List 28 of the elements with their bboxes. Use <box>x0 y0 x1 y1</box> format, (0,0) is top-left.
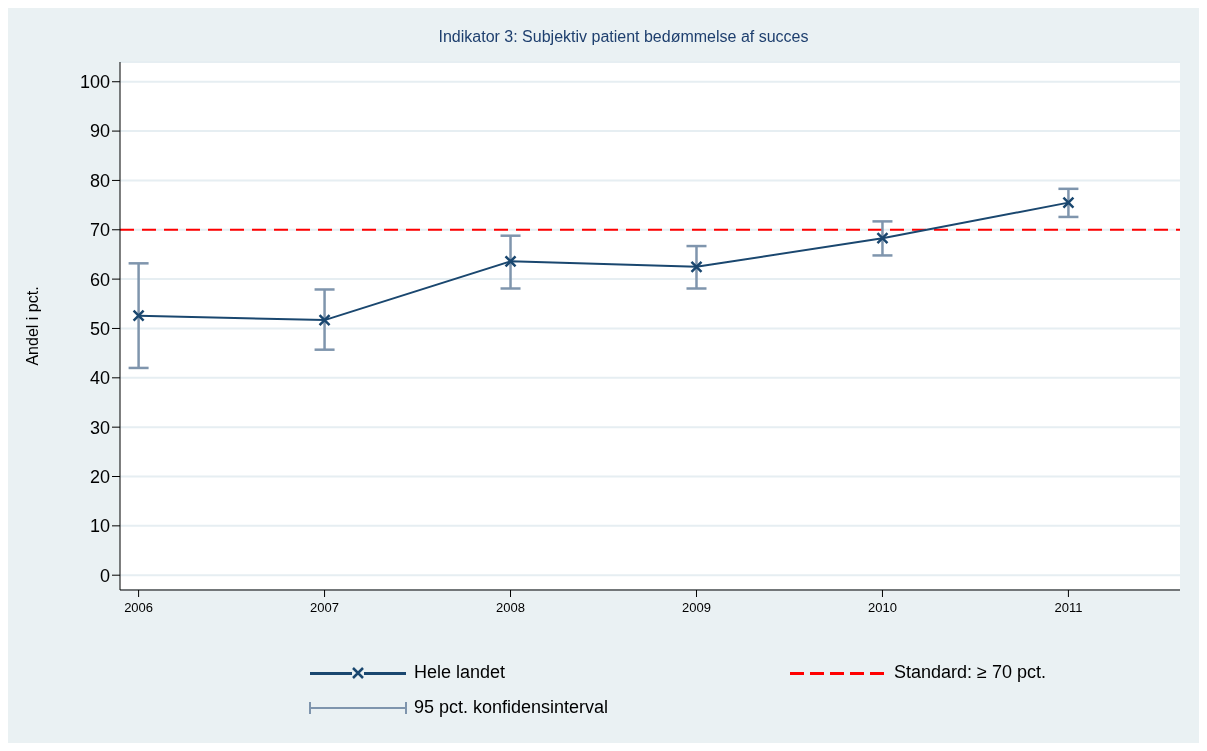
legend-label: Hele landet <box>414 662 506 683</box>
point <box>690 260 703 274</box>
y-tick-label: 70 <box>89 220 110 241</box>
x-tick-label: 2008 <box>496 600 525 616</box>
point <box>318 313 331 327</box>
y-tick-label: 20 <box>89 466 110 487</box>
x-tick-label: 2006 <box>124 600 154 616</box>
y-tick-label: 90 <box>89 121 110 142</box>
point <box>504 255 517 268</box>
x-tick-label: 2007 <box>310 600 340 616</box>
y-tick-label: 50 <box>89 318 110 339</box>
y-tick-label: 40 <box>89 368 110 389</box>
x-tick-label: 2011 <box>1054 600 1083 616</box>
point <box>1062 196 1075 209</box>
y-tick-label: 80 <box>89 170 110 191</box>
point <box>132 309 145 322</box>
y-tick-label: 60 <box>89 269 110 290</box>
y-tick-label: 30 <box>89 417 110 438</box>
y-tick-label: 0 <box>99 565 110 586</box>
point <box>876 231 889 245</box>
text: 95 pct. konfidensinterval <box>414 697 609 718</box>
legend-label: Standard: ≥ 70 pct. <box>894 662 1046 683</box>
y-axis-title: Andel i pct. <box>23 286 41 366</box>
chart-title: Indikator 3: Subjektiv patient bedømmelse af succes <box>437 27 810 47</box>
y-tick-label: 10 <box>89 516 110 537</box>
x-tick-label: 2009 <box>682 600 711 616</box>
y-tick-label: 100 <box>79 72 110 93</box>
x-tick-label: 2010 <box>868 600 897 616</box>
